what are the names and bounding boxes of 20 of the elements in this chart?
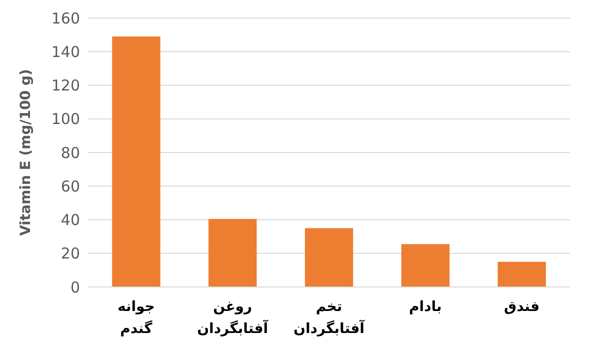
bar (498, 262, 546, 287)
y-tick-label: 120 (51, 76, 80, 94)
y-tick-label: 140 (51, 42, 80, 61)
y-tick-label: 60 (60, 177, 80, 196)
x-tick-label: بادام (409, 299, 442, 315)
y-tick-label: 100 (51, 110, 80, 128)
x-tick-label: تخم آفتابگردان (294, 299, 366, 337)
y-tick-label: 80 (60, 144, 80, 162)
y-tick-label: 20 (60, 244, 80, 263)
x-tick-label: فندق (504, 299, 540, 315)
y-tick-label: 160 (51, 9, 80, 28)
x-tick-label: روغن آفتابگردان (197, 299, 270, 337)
bar (401, 244, 450, 287)
y-tick-label: 40 (60, 211, 80, 229)
bar (304, 228, 354, 287)
y-axis-title: Vitamin E (mg/100 g) (18, 69, 34, 236)
y-tick-label: 0 (70, 278, 80, 296)
bar (208, 218, 257, 287)
bar (112, 36, 160, 287)
x-tick-label: جوانه گندم (117, 299, 155, 337)
